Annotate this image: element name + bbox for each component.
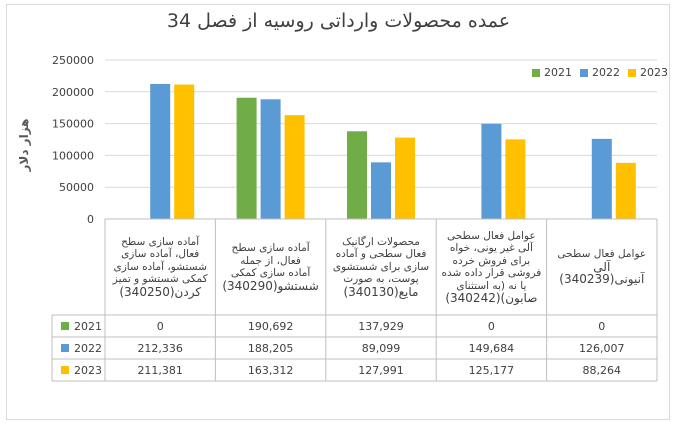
category-label-line: آماده سازی کمکی xyxy=(230,267,311,279)
data-label-2022-4: 149,684 xyxy=(469,342,515,355)
category-label-5: عوامل فعال سطحی آلی آنیونی(340239) xyxy=(550,248,654,286)
category-label-line: برای فروش خرده xyxy=(452,254,531,267)
category-label-line: فعال، آماده سازی xyxy=(121,248,200,260)
category-label-line: آماده سازی سطح xyxy=(121,235,200,248)
category-label-line: فعال، از جمله xyxy=(240,254,301,267)
table-series-label-2021: 2021 xyxy=(74,320,102,333)
data-label-2021-5: 0 xyxy=(598,320,605,333)
category-label-line: شستشو(340290) xyxy=(222,278,319,293)
legend-item-2022: 2022 xyxy=(580,66,620,79)
data-label-2022-5: 126,007 xyxy=(579,342,625,355)
table-key-2023 xyxy=(61,366,69,374)
legend-swatch-2022 xyxy=(580,68,588,77)
category-label-line: کمکی شستشو و تمیز xyxy=(112,273,208,285)
category-label-line: شستشو، آماده سازی xyxy=(113,260,207,273)
bar-2021-2 xyxy=(236,97,257,219)
category-label-line: آلی غیر یونی، خواه xyxy=(449,242,533,254)
category-label-3: محصولات ارگانیک فعال سطحی و آماده سازی برا… xyxy=(329,236,433,299)
data-label-2023-5: 88,264 xyxy=(583,364,622,377)
legend-swatch-2023 xyxy=(628,68,636,77)
legend-swatch-2021 xyxy=(532,68,540,77)
category-label-line: پوست، به صورت xyxy=(343,273,419,285)
category-label-line: فروشی قرار داده شده xyxy=(441,267,542,279)
category-label-2: آماده سازی سطح فعال، از جمله آماده سازی کم… xyxy=(218,242,322,292)
bar-2022-5 xyxy=(591,138,612,219)
data-label-2022-1: 212,336 xyxy=(137,342,183,355)
table-key-2022 xyxy=(61,344,69,352)
data-label-2023-4: 125,177 xyxy=(469,364,515,377)
legend-item-2023: 2023 xyxy=(628,66,668,79)
data-label-2021-1: 0 xyxy=(157,320,164,333)
legend-label-2023: 2023 xyxy=(640,66,668,79)
category-label-1: آماده سازی سطح فعال، آماده سازی شستشو، آما… xyxy=(108,236,212,299)
data-label-2023-1: 211,381 xyxy=(137,364,183,377)
bar-2023-2 xyxy=(284,115,305,219)
y-tick-label: 0 xyxy=(87,213,94,226)
category-label-line: محصولات ارگانیک xyxy=(342,235,420,248)
category-label-line: آماده سازی سطح xyxy=(231,242,310,254)
bar-2021-3 xyxy=(347,131,367,219)
chart-title: عمده محصولات وارداتی روسیه از فصل 34 xyxy=(166,10,511,32)
y-tick-label: 200000 xyxy=(52,86,94,99)
table-series-label-2023: 2023 xyxy=(74,364,102,377)
data-label-2021-4: 0 xyxy=(488,320,495,333)
data-label-2023-3: 127,991 xyxy=(358,364,404,377)
category-label-line: فعال سطحی و آماده xyxy=(335,248,427,260)
y-tick-label: 50000 xyxy=(59,181,94,194)
legend-item-2021: 2021 xyxy=(532,66,572,79)
category-label-line: آلی آنیونی(340239) xyxy=(559,259,645,286)
data-label-2022-3: 89,099 xyxy=(362,342,401,355)
table-key-2021 xyxy=(61,322,69,330)
bar-2022-2 xyxy=(260,99,281,219)
bar-2022-3 xyxy=(371,162,391,219)
y-tick-label: 100000 xyxy=(52,149,94,162)
legend-label-2021: 2021 xyxy=(544,66,572,79)
category-label-line: کردن(340250) xyxy=(119,284,202,299)
y-tick-label: 150000 xyxy=(52,118,94,131)
category-label-line: عوامل فعال سطحی xyxy=(557,248,647,260)
data-label-2022-2: 188,205 xyxy=(248,342,294,355)
y-tick-label: 250000 xyxy=(52,54,94,67)
legend: 2021 2022 2023 xyxy=(532,66,668,79)
bar-2023-4 xyxy=(505,139,526,219)
bar-2023-5 xyxy=(615,162,636,219)
category-label-line: صابون)(340242) xyxy=(445,291,538,305)
category-label-line: عوامل فعال سطحی xyxy=(447,229,536,242)
legend-label-2022: 2022 xyxy=(592,66,620,79)
chart-frame xyxy=(6,4,670,420)
bar-2023-3 xyxy=(395,137,415,219)
category-label-line: سازی برای شستشوی xyxy=(332,260,430,273)
data-label-2021-2: 190,692 xyxy=(248,320,294,333)
category-label-line: مایع(340130) xyxy=(343,284,419,299)
category-label-4: عوامل فعال سطحی آلی غیر یونی، خواه برای فر… xyxy=(439,230,543,305)
bar-2023-1 xyxy=(174,84,195,220)
data-label-2021-3: 137,929 xyxy=(358,320,404,333)
table-series-label-2022: 2022 xyxy=(74,342,102,355)
bar-2022-4 xyxy=(481,123,502,219)
category-label-line: یا نه (به استثنای xyxy=(456,279,527,292)
data-label-2023-2: 163,312 xyxy=(248,364,294,377)
bar-2022-1 xyxy=(150,83,171,219)
